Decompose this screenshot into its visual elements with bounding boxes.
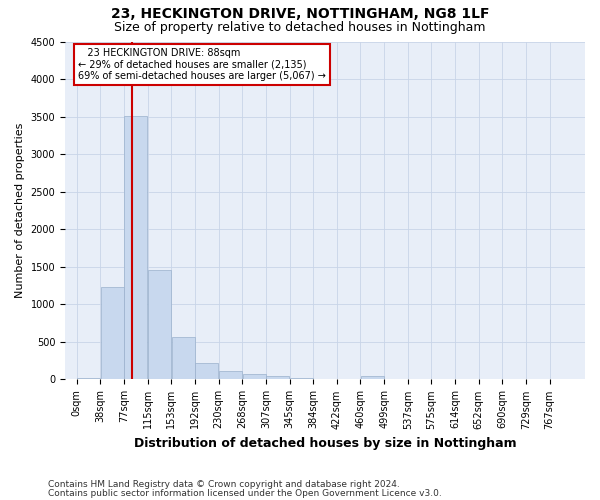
Bar [124,116,148,380]
Bar [101,287,124,380]
Bar [148,270,171,380]
Bar [77,378,100,380]
Bar [266,376,289,380]
X-axis label: Distribution of detached houses by size in Nottingham: Distribution of detached houses by size … [134,437,517,450]
Bar [172,337,195,380]
Bar [337,379,360,380]
Bar [290,378,313,380]
Bar [219,371,242,380]
Bar [314,378,337,380]
Text: 23 HECKINGTON DRIVE: 88sqm
← 29% of detached houses are smaller (2,135)
69% of s: 23 HECKINGTON DRIVE: 88sqm ← 29% of deta… [78,48,326,80]
Text: 23, HECKINGTON DRIVE, NOTTINGHAM, NG8 1LF: 23, HECKINGTON DRIVE, NOTTINGHAM, NG8 1L… [111,8,489,22]
Bar [242,374,266,380]
Text: Contains public sector information licensed under the Open Government Licence v3: Contains public sector information licen… [48,489,442,498]
Y-axis label: Number of detached properties: Number of detached properties [15,123,25,298]
Text: Size of property relative to detached houses in Nottingham: Size of property relative to detached ho… [114,21,486,34]
Bar [196,363,218,380]
Text: Contains HM Land Registry data © Crown copyright and database right 2024.: Contains HM Land Registry data © Crown c… [48,480,400,489]
Bar [361,376,384,380]
